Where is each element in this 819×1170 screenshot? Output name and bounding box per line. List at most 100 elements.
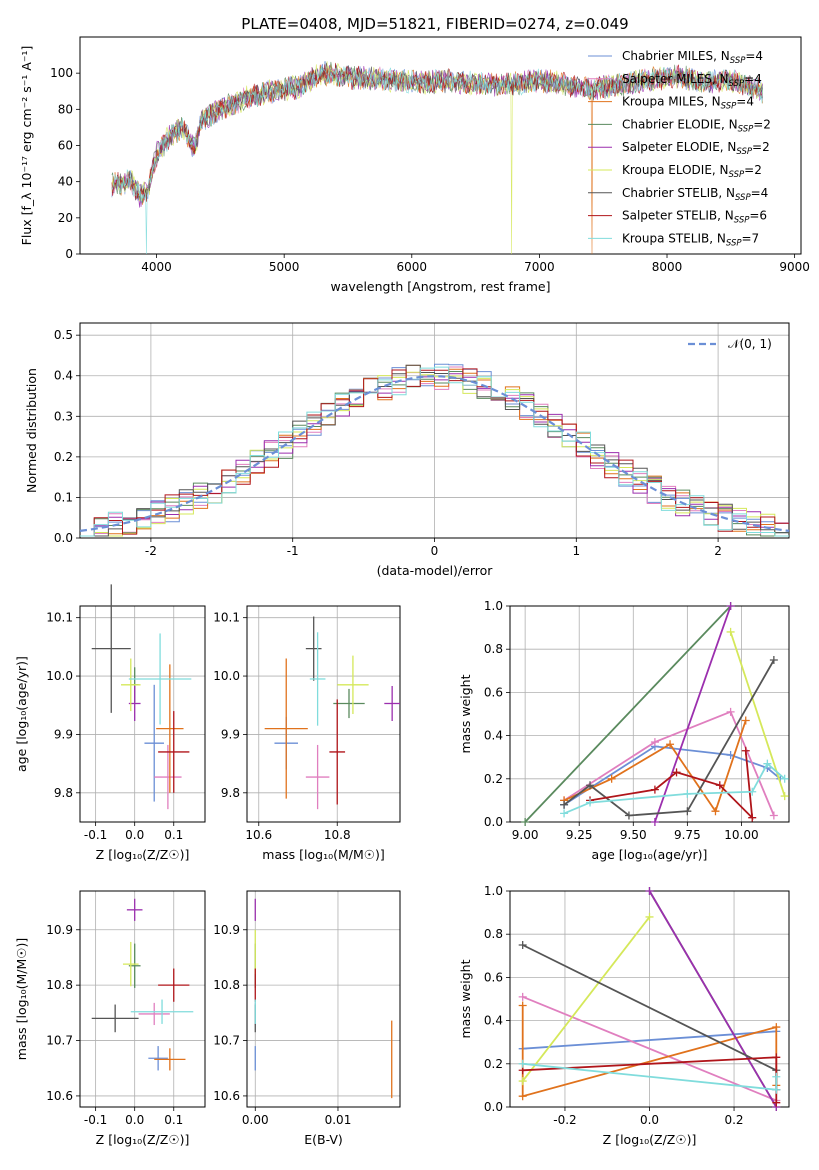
weight-vs-z-ylabel: mass weight	[458, 959, 473, 1038]
weight-vs-age-point	[748, 813, 757, 822]
weight-vs-age-ytick-label: 0.8	[484, 642, 503, 656]
mass-vs-z-xtick-label: 0.0	[125, 1113, 144, 1127]
spectrum-legend-label: Kroupa ELODIE, NSSP=2	[622, 163, 762, 180]
weight-vs-age-xtick-label: 10.00	[724, 828, 758, 842]
spectrum-xtick-label: 8000	[652, 260, 683, 274]
weight-vs-age-point	[726, 602, 735, 610]
weight-vs-age-series-line	[563, 710, 775, 816]
weight-vs-age-series-line	[654, 605, 732, 823]
histogram-ytick-label: 0.0	[54, 531, 73, 545]
mass-vs-ebv-xtick-label: 0.00	[242, 1113, 269, 1127]
weight-vs-z-point	[518, 941, 527, 949]
weight-vs-age-point	[666, 740, 675, 749]
weight-vs-age-point	[715, 781, 724, 790]
spectrum-legend-label: Kroupa STELIB, NSSP=7	[622, 231, 759, 248]
histogram-step	[80, 368, 789, 537]
age-vs-z-xtick-label: 0.1	[164, 828, 183, 842]
weight-vs-z-xtick-label: 0.0	[640, 1113, 659, 1127]
histogram-xtick-label: 1	[572, 544, 580, 558]
weight-vs-age-point	[769, 656, 778, 664]
weight-vs-age-point	[624, 811, 633, 820]
weight-vs-age-point	[672, 768, 681, 777]
weight-vs-age-point	[741, 746, 750, 755]
spectrum-legend-label: Chabrier MILES, NSSP=4	[622, 49, 763, 66]
age-vs-mass-ytick-label: 10.0	[213, 669, 240, 683]
age-vs-mass-ytick-label: 9.9	[221, 727, 240, 741]
spectrum-xlabel: wavelength [Angstrom, rest frame]	[330, 279, 550, 294]
weight-vs-age-xtick-label: 9.00	[512, 828, 539, 842]
weight-vs-z-point	[518, 1077, 527, 1086]
spectrum-legend-label: Salpeter ELODIE, NSSP=2	[622, 140, 770, 157]
weight-vs-z-ytick-label: 0.4	[484, 1014, 503, 1028]
weight-vs-z-series-line	[522, 995, 777, 1102]
spectrum-legend-label: Salpeter STELIB, NSSP=6	[622, 209, 767, 226]
weight-vs-z-xtick-label: 0.2	[724, 1113, 743, 1127]
weight-vs-age-ytick-label: 0.4	[484, 729, 503, 743]
spectrum-line	[111, 63, 763, 255]
mass-vs-ebv-xtick-label: 0.01	[325, 1113, 352, 1127]
mass-vs-z-ytick-label: 10.8	[46, 978, 73, 992]
histogram-ytick-label: 0.2	[54, 450, 73, 464]
weight-vs-age-point	[560, 809, 569, 818]
mass-vs-z-frame	[79, 890, 206, 1108]
age-vs-mass-ytick-label: 10.1	[213, 611, 240, 625]
weight-vs-age-point	[763, 759, 772, 768]
weight-vs-age-point	[650, 785, 659, 794]
age-vs-z-ytick-label: 9.8	[54, 786, 73, 800]
weight-vs-age-xtick-label: 9.50	[620, 828, 647, 842]
weight-vs-z-point	[518, 1001, 527, 1010]
weight-vs-z-point	[772, 1023, 781, 1032]
age-vs-z-xlabel: Z [log₁₀(Z/Z☉)]	[96, 847, 190, 862]
weight-vs-age-series-line	[563, 762, 786, 815]
weight-vs-z-point	[645, 887, 654, 895]
weight-vs-z-xtick-label: -0.2	[553, 1113, 576, 1127]
histogram-ylabel: Normed distribution	[24, 368, 39, 493]
spectrum-ytick-label: 80	[58, 102, 73, 116]
spectrum-ytick-label: 40	[58, 175, 73, 189]
histogram-step	[80, 373, 789, 537]
age-vs-z-ytick-label: 10.0	[46, 669, 73, 683]
weight-vs-age-ytick-label: 0.2	[484, 772, 503, 786]
weight-vs-z-xlabel: Z [log₁₀(Z/Z☉)]	[603, 1132, 697, 1147]
spectrum-legend-label: Chabrier STELIB, NSSP=4	[622, 186, 768, 203]
weight-vs-z-point	[772, 1098, 781, 1107]
histogram-xtick-label: -2	[145, 544, 157, 558]
weight-vs-age-series-line	[729, 631, 786, 797]
mass-vs-ebv-ytick-label: 10.6	[213, 1089, 240, 1103]
weight-vs-age-ytick-label: 0.0	[484, 815, 503, 829]
mass-vs-z-xlabel: Z [log₁₀(Z/Z☉)]	[96, 1132, 190, 1147]
mass-vs-z-xtick-label: 0.1	[164, 1113, 183, 1127]
weight-vs-age-point	[521, 818, 530, 826]
age-vs-z-ytick-label: 9.9	[54, 727, 73, 741]
spectrum-legend-label: Chabrier ELODIE, NSSP=2	[622, 117, 771, 134]
histogram-ytick-label: 0.5	[54, 328, 73, 342]
mass-vs-z-xtick-label: -0.1	[84, 1113, 107, 1127]
weight-vs-z-ytick-label: 0.8	[484, 927, 503, 941]
age-vs-z-frame	[79, 605, 206, 823]
weight-vs-age-series-line	[524, 605, 732, 823]
weight-vs-age-point	[650, 818, 659, 826]
spectrum-ytick-label: 100	[50, 66, 73, 80]
weight-vs-z-point	[772, 1072, 781, 1081]
weight-vs-z-point	[645, 912, 654, 921]
spectrum-line	[111, 61, 763, 255]
spectrum-line	[111, 62, 763, 202]
weight-vs-age-point	[711, 807, 720, 816]
histogram-xlabel: (data-model)/error	[377, 563, 494, 578]
histogram-step	[80, 364, 789, 537]
weight-vs-age-ylabel: mass weight	[458, 674, 473, 753]
weight-vs-z-ytick-label: 0.6	[484, 970, 503, 984]
weight-vs-age-point	[726, 627, 735, 636]
spectrum-ytick-label: 60	[58, 139, 73, 153]
weight-vs-age-point	[683, 789, 692, 798]
weight-vs-z-point	[518, 1059, 527, 1068]
weight-vs-age-ytick-label: 1.0	[484, 599, 503, 613]
age-vs-z-ytick-label: 10.1	[46, 611, 73, 625]
age-vs-mass-ytick-label: 9.8	[221, 786, 240, 800]
mass-vs-ebv-ytick-label: 10.8	[213, 978, 240, 992]
weight-vs-age-point	[748, 787, 757, 796]
weight-vs-age-point	[780, 774, 789, 783]
weight-vs-age-point	[586, 781, 595, 790]
weight-vs-z-point	[772, 1085, 781, 1094]
